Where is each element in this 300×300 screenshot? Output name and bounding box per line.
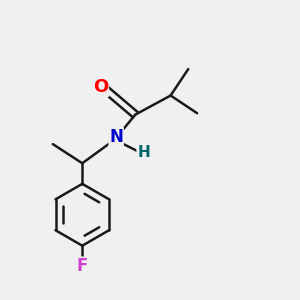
Text: F: F [76, 257, 88, 275]
Text: N: N [109, 128, 123, 146]
Text: O: O [93, 78, 108, 96]
Text: H: H [137, 146, 150, 160]
